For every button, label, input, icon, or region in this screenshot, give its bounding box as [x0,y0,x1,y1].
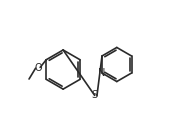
Text: N: N [98,68,106,78]
Text: S: S [92,90,98,100]
Text: O: O [34,63,42,73]
